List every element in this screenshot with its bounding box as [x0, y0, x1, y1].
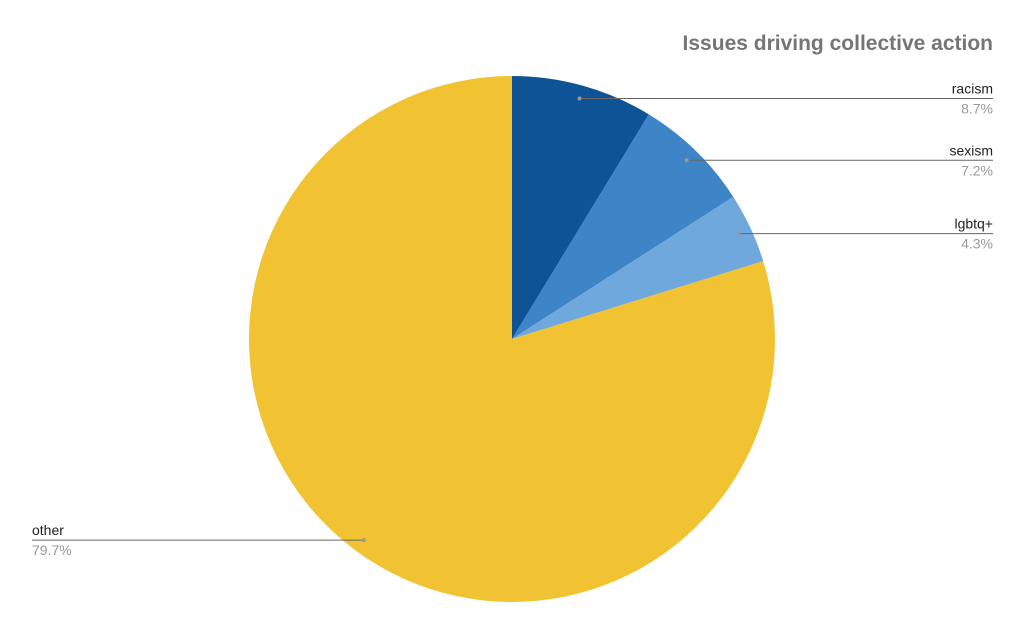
- pie-slice: [512, 76, 649, 339]
- value-label: 8.7%: [961, 100, 993, 116]
- slice-label: racism: [952, 80, 993, 96]
- slice-label: sexism: [949, 142, 993, 158]
- leader-dot: [736, 231, 741, 236]
- slice-label: other: [32, 522, 64, 538]
- leader-dot: [684, 158, 689, 163]
- slice-label: lgbtq+: [954, 216, 993, 232]
- value-label: 79.7%: [32, 542, 72, 558]
- pie-slice: [512, 114, 734, 340]
- value-label: 7.2%: [961, 162, 993, 178]
- leader-dot: [361, 538, 366, 543]
- pie-slice: [512, 196, 764, 339]
- leader-dot: [577, 96, 582, 101]
- value-label: 4.3%: [961, 236, 993, 252]
- chart-title: Issues driving collective action: [683, 32, 993, 55]
- pie-slice: [248, 76, 775, 602]
